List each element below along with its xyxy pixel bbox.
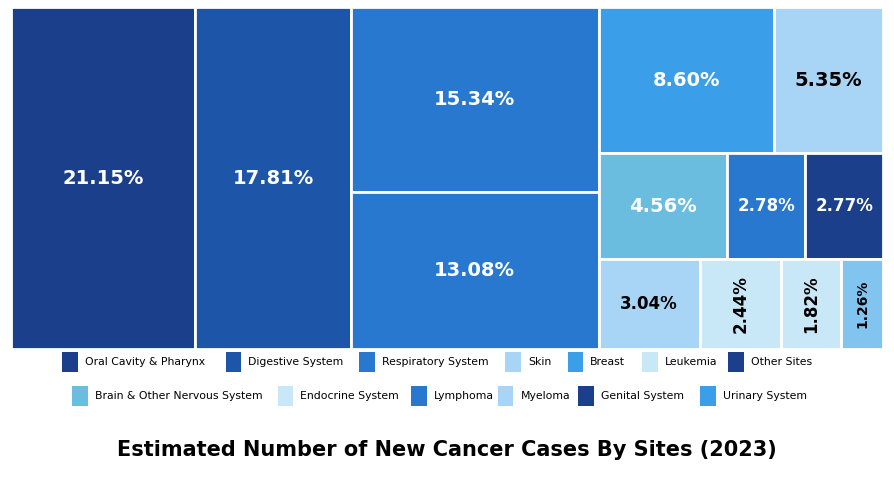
Bar bbox=[578, 386, 594, 406]
Text: 13.08%: 13.08% bbox=[434, 261, 515, 280]
Bar bbox=[195, 7, 350, 349]
Text: 2.78%: 2.78% bbox=[738, 197, 795, 215]
Text: Breast: Breast bbox=[590, 357, 625, 367]
Bar bbox=[359, 352, 375, 372]
Bar bbox=[599, 153, 727, 259]
Bar bbox=[700, 259, 780, 349]
Text: 2.77%: 2.77% bbox=[815, 197, 873, 215]
Bar bbox=[62, 352, 78, 372]
Bar bbox=[774, 7, 883, 153]
Bar bbox=[700, 386, 715, 406]
Text: Respiratory System: Respiratory System bbox=[382, 357, 489, 367]
Text: 15.34%: 15.34% bbox=[434, 90, 515, 109]
Bar bbox=[350, 192, 599, 349]
Bar bbox=[225, 352, 241, 372]
Text: Skin: Skin bbox=[528, 357, 552, 367]
Bar bbox=[642, 352, 658, 372]
Bar bbox=[727, 153, 805, 259]
Bar bbox=[498, 386, 513, 406]
Text: Lymphoma: Lymphoma bbox=[434, 391, 494, 401]
Text: Myeloma: Myeloma bbox=[520, 391, 570, 401]
Text: 2.44%: 2.44% bbox=[731, 275, 749, 333]
Bar bbox=[72, 386, 88, 406]
Bar bbox=[277, 386, 293, 406]
Text: Estimated Number of New Cancer Cases By Sites (2023): Estimated Number of New Cancer Cases By … bbox=[117, 440, 777, 460]
Bar bbox=[841, 259, 883, 349]
Bar bbox=[350, 7, 599, 192]
Text: 5.35%: 5.35% bbox=[795, 71, 863, 90]
Text: Urinary System: Urinary System bbox=[722, 391, 806, 401]
Bar bbox=[780, 259, 841, 349]
Bar bbox=[805, 153, 883, 259]
Text: Other Sites: Other Sites bbox=[751, 357, 812, 367]
Text: Oral Cavity & Pharynx: Oral Cavity & Pharynx bbox=[85, 357, 205, 367]
Bar bbox=[728, 352, 744, 372]
Text: Digestive System: Digestive System bbox=[249, 357, 343, 367]
Text: 1.26%: 1.26% bbox=[856, 280, 869, 328]
Text: 8.60%: 8.60% bbox=[653, 71, 721, 90]
Bar bbox=[411, 386, 427, 406]
Bar bbox=[11, 7, 195, 349]
Text: 3.04%: 3.04% bbox=[620, 295, 678, 313]
Text: Leukemia: Leukemia bbox=[664, 357, 717, 367]
Bar bbox=[599, 259, 700, 349]
Bar bbox=[568, 352, 583, 372]
Bar bbox=[599, 7, 774, 153]
Text: 17.81%: 17.81% bbox=[232, 169, 314, 187]
Text: Brain & Other Nervous System: Brain & Other Nervous System bbox=[95, 391, 263, 401]
Text: 4.56%: 4.56% bbox=[629, 197, 696, 216]
Text: Endocrine System: Endocrine System bbox=[300, 391, 399, 401]
Bar bbox=[505, 352, 521, 372]
Text: 21.15%: 21.15% bbox=[63, 169, 144, 187]
Text: 1.82%: 1.82% bbox=[802, 275, 820, 333]
Text: Genital System: Genital System bbox=[601, 391, 684, 401]
